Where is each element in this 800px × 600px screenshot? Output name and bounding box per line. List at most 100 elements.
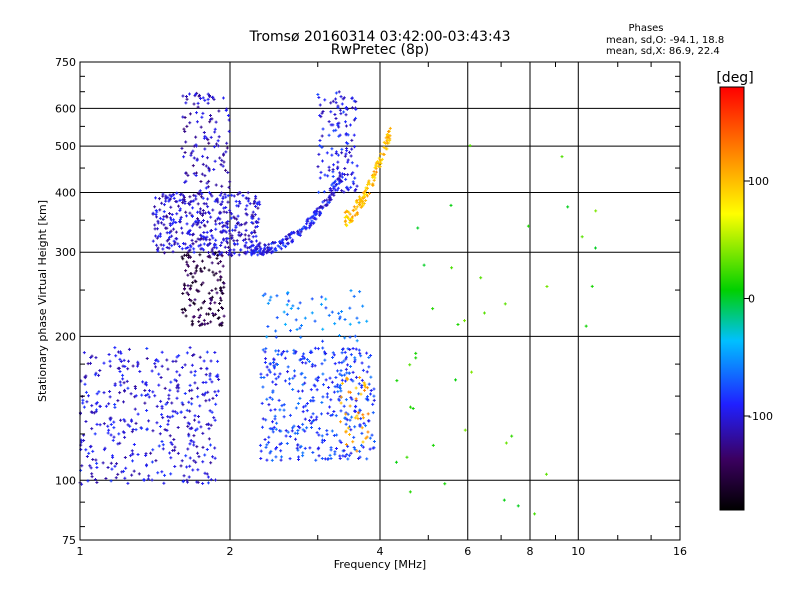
echo-point <box>160 406 164 410</box>
echo-point <box>214 120 218 124</box>
echo-point <box>201 213 205 217</box>
echo-point <box>258 241 262 245</box>
echo-point <box>246 199 250 203</box>
echo-point <box>202 136 206 140</box>
echo-point <box>270 458 274 462</box>
echo-point <box>353 334 357 338</box>
echo-point <box>186 284 190 288</box>
echo-point <box>162 223 166 227</box>
echo-point <box>414 351 418 355</box>
echo-point <box>291 376 295 380</box>
echo-point <box>340 102 344 106</box>
echo-point <box>126 481 130 485</box>
echo-point <box>213 251 217 255</box>
echo-point <box>119 360 123 364</box>
echo-point <box>158 424 162 428</box>
echo-point <box>337 181 341 185</box>
echo-point <box>222 160 226 164</box>
echo-point <box>84 420 88 424</box>
echo-point <box>335 385 339 389</box>
echo-point <box>184 95 188 99</box>
echo-point <box>286 241 290 245</box>
echo-point <box>181 94 185 98</box>
echo-point <box>181 242 185 246</box>
echo-point <box>181 403 185 407</box>
echo-point <box>340 381 344 385</box>
echo-point <box>213 446 217 450</box>
echo-point <box>172 193 176 197</box>
echo-point <box>317 206 321 210</box>
echo-point <box>102 361 106 365</box>
echo-point <box>187 432 191 436</box>
echo-point <box>181 480 185 484</box>
echo-point <box>188 200 192 204</box>
echo-point <box>303 376 307 380</box>
echo-point <box>274 329 278 333</box>
echo-point <box>369 392 373 396</box>
echo-point <box>332 434 336 438</box>
echo-point <box>357 382 361 386</box>
echo-point <box>186 251 190 255</box>
echo-point <box>232 194 236 198</box>
echo-point <box>353 356 357 360</box>
echo-point <box>160 201 164 205</box>
echo-point <box>345 224 349 228</box>
echo-point <box>143 401 147 405</box>
echo-point <box>159 375 163 379</box>
echo-point <box>204 399 208 403</box>
echo-point <box>378 160 382 164</box>
echo-point <box>282 403 286 407</box>
echo-point <box>188 195 192 199</box>
echo-point <box>338 386 342 390</box>
echo-point <box>165 401 169 405</box>
echo-point <box>354 107 358 111</box>
echo-point <box>221 264 225 268</box>
echo-point <box>155 210 159 214</box>
echo-point <box>230 193 234 197</box>
x-tick-label: 6 <box>464 545 471 558</box>
echo-point <box>244 250 248 254</box>
echo-point <box>290 240 294 244</box>
echo-point <box>192 301 196 305</box>
echo-point <box>191 281 195 285</box>
echo-point <box>315 431 319 435</box>
echo-point <box>318 176 322 180</box>
echo-point <box>298 232 302 236</box>
echo-point <box>211 236 215 240</box>
echo-point <box>198 207 202 211</box>
echo-point <box>296 306 300 310</box>
echo-point <box>91 458 95 462</box>
echo-point <box>202 359 206 363</box>
echo-point <box>350 106 354 110</box>
echo-point <box>122 469 126 473</box>
echo-point <box>157 444 161 448</box>
echo-point <box>145 463 149 467</box>
echo-point <box>201 460 205 464</box>
echo-point <box>127 359 131 363</box>
phase-info-title: Phases <box>628 23 663 34</box>
echo-point <box>244 212 248 216</box>
echo-point <box>157 197 161 201</box>
echo-point <box>356 417 360 421</box>
echo-point <box>222 206 226 210</box>
echo-point <box>314 377 318 381</box>
echo-point <box>155 421 159 425</box>
echo-point <box>218 193 222 197</box>
echo-point <box>332 193 336 197</box>
echo-point <box>291 388 295 392</box>
echo-point <box>350 215 354 219</box>
echo-point <box>275 362 279 366</box>
echo-point <box>222 153 226 157</box>
echo-point <box>200 195 204 199</box>
echo-point <box>212 168 216 172</box>
echo-point <box>327 133 331 137</box>
echo-point <box>196 202 200 206</box>
echo-point <box>185 214 189 218</box>
echo-point <box>213 351 217 355</box>
echo-point <box>190 402 194 406</box>
echo-point <box>156 249 160 253</box>
echo-point <box>289 306 293 310</box>
echo-point <box>312 210 316 214</box>
echo-point <box>86 479 90 483</box>
echo-point <box>169 218 173 222</box>
